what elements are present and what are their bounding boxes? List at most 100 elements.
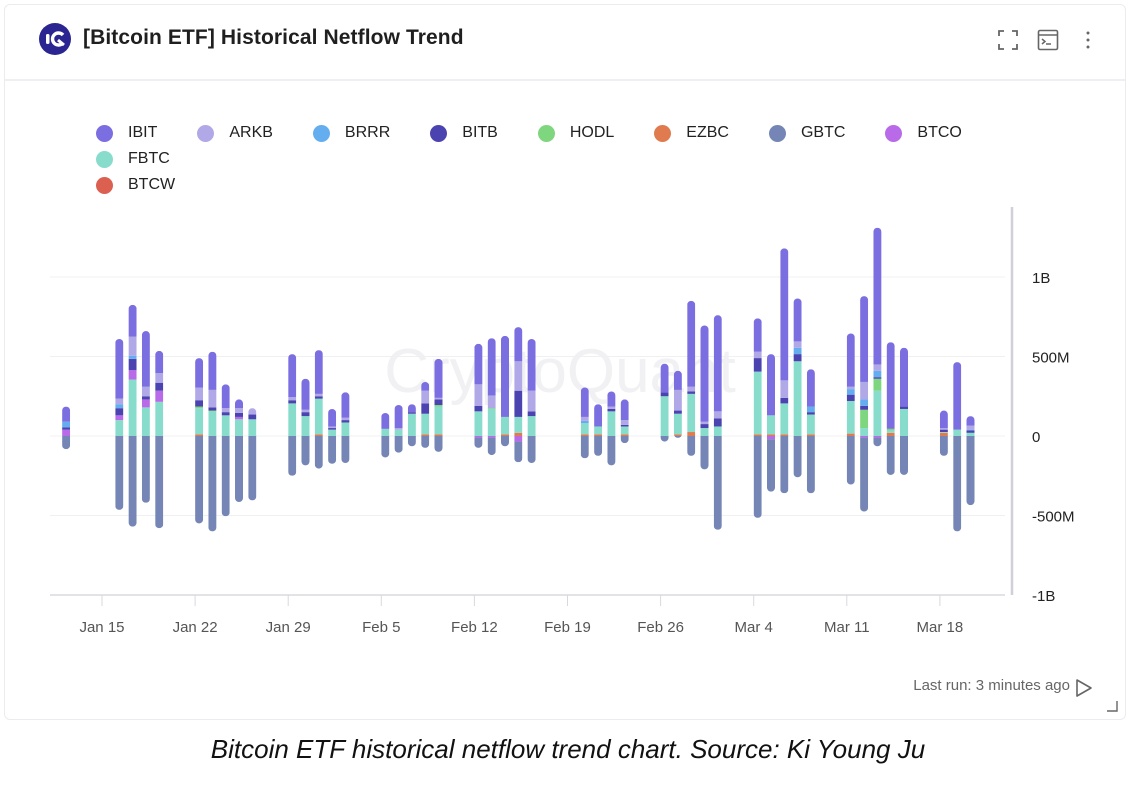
more-vertical-icon[interactable] (1075, 27, 1101, 53)
bar-2024-03-07[interactable] (793, 298, 802, 478)
bar-2024-01-19[interactable] (155, 350, 164, 529)
bar-2024-02-07[interactable] (407, 404, 416, 447)
bar-2024-01-18[interactable] (141, 331, 150, 503)
bar-2024-03-13[interactable] (873, 227, 882, 447)
bar-2024-02-22[interactable] (607, 391, 616, 466)
bar-2024-03-19[interactable] (953, 362, 962, 532)
resize-handle-icon[interactable] (1106, 700, 1118, 712)
legend-item-btcw[interactable]: BTCW (96, 174, 1036, 196)
bar-2024-02-12[interactable] (474, 343, 483, 448)
legend-label: EZBC (686, 124, 729, 141)
bar-segment-bitb (687, 391, 696, 394)
bar-segment-gbtc (301, 436, 310, 466)
bar-segment-arkb (673, 389, 682, 411)
play-icon[interactable] (1074, 677, 1094, 699)
bar-segment-bitb (620, 424, 629, 427)
bar-segment-hodl (487, 408, 496, 409)
bar-2024-02-20[interactable] (580, 387, 589, 459)
bar-segment-bitb (900, 406, 908, 409)
bar-2024-02-27[interactable] (673, 370, 682, 438)
bar-2024-02-02[interactable] (341, 392, 350, 464)
bar-2024-01-26[interactable] (248, 408, 257, 501)
bar-2024-01-17[interactable] (128, 304, 137, 527)
bar-segment-fbtc (381, 428, 390, 436)
bar-2024-02-08[interactable] (421, 381, 430, 448)
bar-2024-03-20[interactable] (966, 416, 975, 506)
legend-item-hodl[interactable]: HODL (537, 122, 614, 144)
bar-segment-fbtc (314, 398, 323, 435)
bar-2024-02-15[interactable] (514, 327, 523, 463)
bar-2024-01-30[interactable] (301, 378, 310, 466)
bar-2024-02-14[interactable] (501, 335, 509, 447)
bar-2024-03-11[interactable] (846, 333, 855, 485)
bar-2024-02-13[interactable] (487, 338, 496, 456)
bar-2024-03-14[interactable] (886, 342, 895, 475)
bar-2024-01-24[interactable] (221, 384, 230, 517)
bar-2024-01-16[interactable] (115, 339, 124, 510)
bar-2024-02-21[interactable] (594, 404, 603, 456)
bar-segment-ibit (780, 248, 789, 381)
bar-2024-02-05[interactable] (381, 412, 390, 458)
bar-2024-02-23[interactable] (620, 399, 629, 444)
bar-segment-brrr (793, 347, 802, 355)
bar-segment-bitb (288, 400, 297, 404)
bar-segment-fbtc (474, 411, 483, 436)
bar-2024-01-12[interactable] (62, 406, 71, 450)
bar-segment-arkb (115, 398, 124, 405)
legend-item-btco[interactable]: BTCO (885, 122, 962, 144)
fullscreen-icon[interactable] (995, 27, 1021, 53)
bar-segment-ezbc (434, 434, 443, 436)
bar-2024-01-22[interactable] (195, 358, 204, 524)
bar-segment-ezbc (673, 434, 682, 436)
bar-segment-arkb (753, 351, 762, 359)
bar-2024-03-04[interactable] (753, 318, 762, 518)
bar-2024-03-15[interactable] (900, 347, 908, 475)
legend-item-ezbc[interactable]: EZBC (654, 122, 729, 144)
legend-item-ibit[interactable]: IBIT (96, 122, 157, 144)
bar-segment-ibit (793, 298, 802, 342)
bar-segment-gbtc (780, 436, 789, 494)
legend-item-gbtc[interactable]: GBTC (768, 122, 845, 144)
bar-segment-arkb (314, 393, 323, 397)
bar-2024-03-08[interactable] (806, 369, 815, 494)
bar-2024-03-05[interactable] (767, 354, 775, 492)
bar-segment-ezbc (939, 432, 948, 436)
bar-segment-fbtc (767, 415, 775, 435)
bar-2024-01-31[interactable] (314, 350, 323, 469)
bar-2024-01-25[interactable] (235, 399, 243, 502)
bar-segment-btco (487, 436, 496, 438)
bar-2024-03-01[interactable] (713, 315, 722, 530)
bar-2024-02-09[interactable] (434, 358, 443, 452)
bar-2024-03-12[interactable] (860, 296, 869, 512)
bar-segment-bitb (780, 397, 789, 404)
bar-2024-02-01[interactable] (328, 408, 337, 464)
bar-2024-02-16[interactable] (527, 339, 536, 464)
legend-item-arkb[interactable]: ARKB (197, 122, 273, 144)
bar-2024-01-29[interactable] (288, 354, 297, 476)
legend-item-brrr[interactable]: BRRR (312, 122, 390, 144)
bar-segment-btco (62, 429, 71, 436)
bar-2024-02-29[interactable] (700, 325, 709, 470)
bar-segment-bitb (474, 405, 483, 412)
legend-item-bitb[interactable]: BITB (430, 122, 498, 144)
bar-segment-hodl (434, 404, 443, 407)
bar-segment-arkb (620, 420, 629, 425)
bar-2024-03-06[interactable] (780, 248, 789, 494)
y-tick-label: 0 (1032, 429, 1040, 446)
legend-dot (537, 124, 555, 142)
bar-2024-01-23[interactable] (208, 351, 217, 532)
bar-2024-02-26[interactable] (660, 363, 669, 442)
bar-segment-fbtc (793, 361, 802, 436)
bar-segment-arkb (527, 390, 536, 412)
bar-2024-02-06[interactable] (394, 404, 403, 453)
bar-2024-02-28[interactable] (687, 300, 696, 456)
terminal-icon[interactable] (1035, 27, 1061, 53)
bar-segment-fbtc (487, 408, 496, 436)
bar-segment-gbtc (155, 436, 164, 529)
bar-segment-bitb (115, 408, 124, 416)
bar-segment-ibit (846, 333, 855, 387)
bar-segment-ibit (328, 408, 337, 427)
legend-item-fbtc[interactable]: FBTC (96, 148, 170, 170)
bar-2024-03-18[interactable] (939, 410, 948, 456)
bar-segment-gbtc (288, 436, 297, 476)
